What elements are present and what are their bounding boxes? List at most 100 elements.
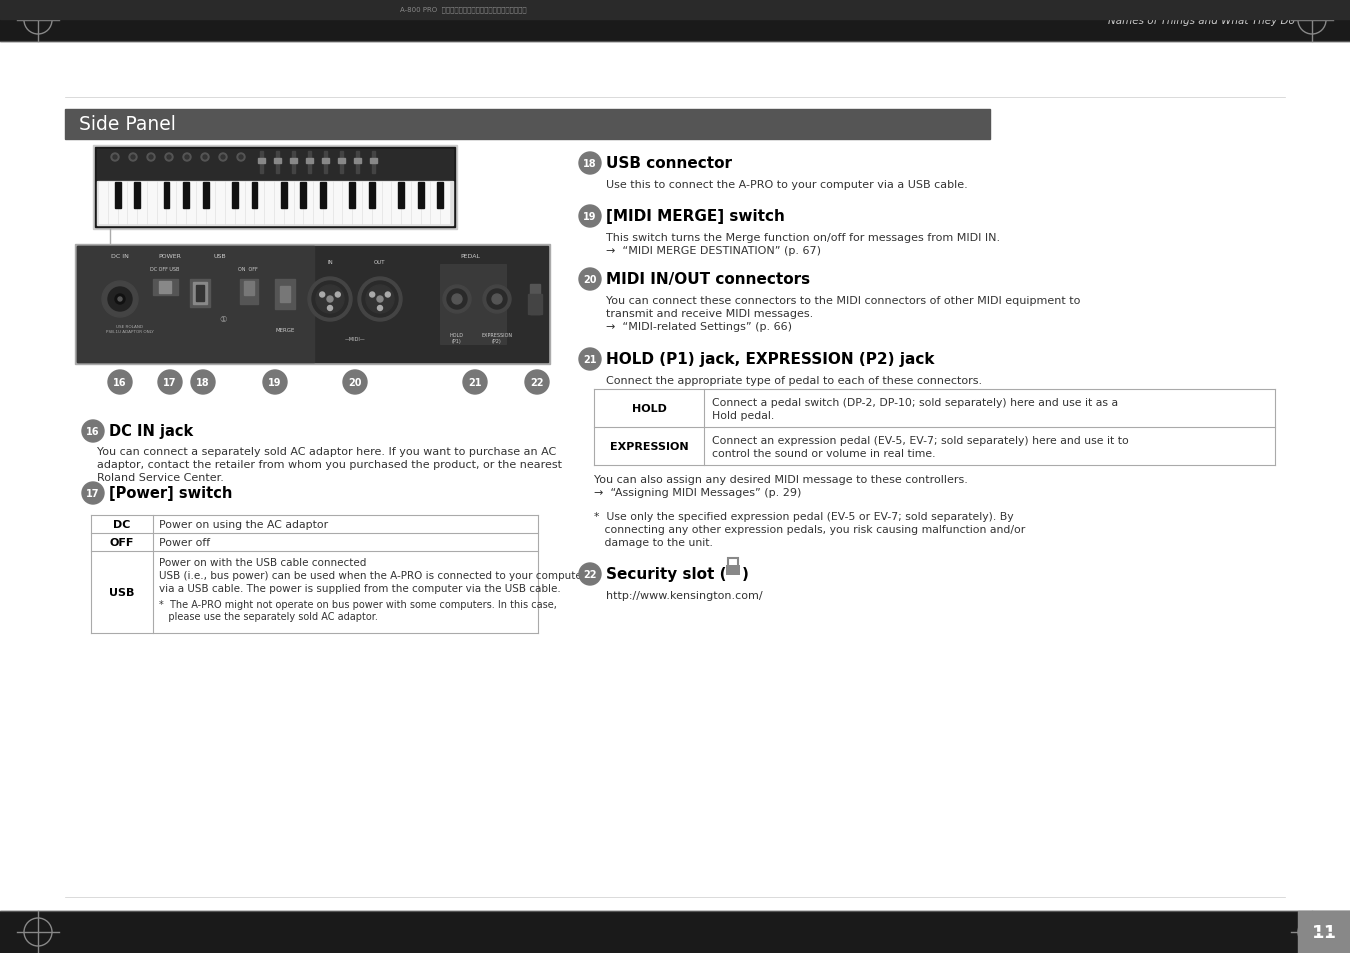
Bar xyxy=(275,152,279,173)
Text: 16: 16 xyxy=(113,377,127,388)
Circle shape xyxy=(385,293,390,297)
Bar xyxy=(301,183,306,209)
Circle shape xyxy=(103,282,138,317)
Text: HOLD
(P1): HOLD (P1) xyxy=(450,333,464,343)
Bar xyxy=(343,183,352,225)
Bar xyxy=(369,183,375,209)
Circle shape xyxy=(148,156,153,160)
Bar xyxy=(421,183,431,225)
Circle shape xyxy=(184,153,190,162)
Text: Connect an expression pedal (EV-5, EV-7; sold separately) here and use it to: Connect an expression pedal (EV-5, EV-7;… xyxy=(711,436,1129,446)
Bar xyxy=(323,159,329,164)
Circle shape xyxy=(115,294,126,305)
Bar xyxy=(177,183,186,225)
Circle shape xyxy=(238,153,244,162)
Bar xyxy=(159,282,171,294)
Bar xyxy=(244,282,254,295)
Circle shape xyxy=(167,156,171,160)
Circle shape xyxy=(320,293,325,297)
Bar xyxy=(202,183,208,209)
Text: Use this to connect the A-PRO to your computer via a USB cable.: Use this to connect the A-PRO to your co… xyxy=(606,180,968,190)
Circle shape xyxy=(358,277,402,322)
Text: connecting any other expression pedals, you risk causing malfunction and/or: connecting any other expression pedals, … xyxy=(594,524,1025,535)
Bar xyxy=(417,183,424,209)
Bar xyxy=(304,183,313,225)
Circle shape xyxy=(131,156,135,160)
Text: ): ) xyxy=(743,567,749,582)
Circle shape xyxy=(579,152,601,174)
Text: 17: 17 xyxy=(86,489,100,498)
Text: DC IN jack: DC IN jack xyxy=(109,424,193,439)
Bar xyxy=(261,152,263,173)
Circle shape xyxy=(579,563,601,585)
Circle shape xyxy=(452,294,462,305)
Bar xyxy=(294,183,304,225)
Text: 22: 22 xyxy=(531,377,544,388)
Text: ON  OFF: ON OFF xyxy=(238,267,258,273)
Text: —MIDI—: —MIDI— xyxy=(344,337,366,342)
Bar xyxy=(432,183,440,225)
Text: Hold pedal.: Hold pedal. xyxy=(711,411,775,420)
Bar xyxy=(308,152,310,173)
Text: PEDAL: PEDAL xyxy=(460,254,481,259)
Text: 20: 20 xyxy=(583,274,597,285)
Bar xyxy=(398,183,404,209)
Bar xyxy=(402,183,410,225)
Bar xyxy=(412,183,421,225)
Text: DC: DC xyxy=(113,519,131,530)
Circle shape xyxy=(263,371,288,395)
Text: control the sound or volume in real time.: control the sound or volume in real time… xyxy=(711,449,936,458)
Circle shape xyxy=(147,153,155,162)
Bar xyxy=(373,183,382,225)
Text: →  “Assigning MIDI Messages” (p. 29): → “Assigning MIDI Messages” (p. 29) xyxy=(594,488,802,497)
Circle shape xyxy=(108,288,132,312)
Bar xyxy=(340,152,343,173)
Circle shape xyxy=(370,293,375,297)
Bar xyxy=(281,183,286,209)
Bar xyxy=(190,280,211,308)
Circle shape xyxy=(579,269,601,291)
Circle shape xyxy=(335,293,340,297)
Bar xyxy=(306,159,313,164)
Bar xyxy=(184,183,189,209)
Circle shape xyxy=(483,286,512,314)
Circle shape xyxy=(185,156,189,160)
Circle shape xyxy=(308,277,352,322)
Bar xyxy=(196,286,204,302)
Text: This switch turns the Merge function on/off for messages from MIDI IN.: This switch turns the Merge function on/… xyxy=(606,233,1000,243)
Circle shape xyxy=(221,156,225,160)
Circle shape xyxy=(190,371,215,395)
Circle shape xyxy=(239,156,243,160)
Bar xyxy=(1297,911,1350,953)
Text: EXPRESSION: EXPRESSION xyxy=(610,441,688,452)
Text: POWER: POWER xyxy=(158,254,181,259)
Text: DC IN: DC IN xyxy=(111,254,130,259)
Bar xyxy=(275,183,284,225)
Text: You can also assign any desired MIDI message to these controllers.: You can also assign any desired MIDI mes… xyxy=(594,475,968,484)
Circle shape xyxy=(108,371,132,395)
Circle shape xyxy=(443,286,471,314)
Text: Roland Service Center.: Roland Service Center. xyxy=(97,473,224,482)
Circle shape xyxy=(82,420,104,442)
Circle shape xyxy=(158,371,182,395)
Bar xyxy=(246,183,254,225)
Text: →  “MIDI MERGE DESTINATION” (p. 67): → “MIDI MERGE DESTINATION” (p. 67) xyxy=(606,246,821,255)
Text: IN: IN xyxy=(327,260,333,265)
Bar xyxy=(290,159,297,164)
Text: please use the separately sold AC adaptor.: please use the separately sold AC adapto… xyxy=(159,612,378,621)
Circle shape xyxy=(219,153,227,162)
Bar xyxy=(153,280,178,295)
Text: 16: 16 xyxy=(86,427,100,436)
Circle shape xyxy=(130,153,136,162)
Bar xyxy=(240,280,258,305)
Text: HOLD: HOLD xyxy=(632,403,667,414)
Circle shape xyxy=(579,206,601,228)
Bar xyxy=(274,159,281,164)
Text: USE ROLAND
PSB-1U ADAPTOR ONLY: USE ROLAND PSB-1U ADAPTOR ONLY xyxy=(107,325,154,334)
Bar xyxy=(0,0,1350,20)
Circle shape xyxy=(366,286,394,314)
Text: [MIDI MERGE] switch: [MIDI MERGE] switch xyxy=(606,210,784,224)
Text: Power on with the USB cable connected: Power on with the USB cable connected xyxy=(159,558,366,567)
Bar xyxy=(148,183,157,225)
Bar xyxy=(163,183,169,209)
